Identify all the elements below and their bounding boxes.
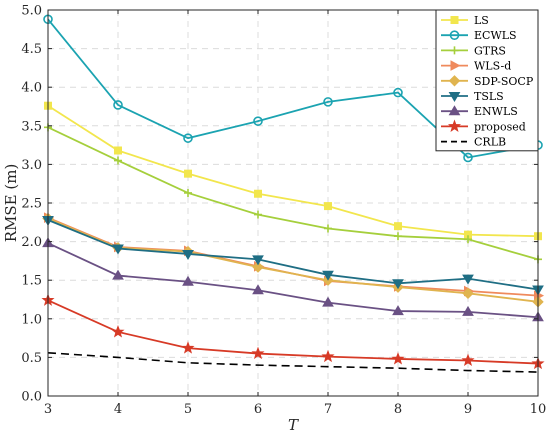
legend-label-tsls: TSLS bbox=[474, 90, 504, 103]
data-point-ls bbox=[394, 222, 402, 231]
data-point-gtrs bbox=[114, 156, 122, 165]
data-point-tsls bbox=[182, 249, 194, 260]
legend-marker-tsls bbox=[448, 92, 461, 102]
data-point-ls bbox=[114, 146, 122, 155]
data-point-tsls bbox=[252, 255, 264, 266]
legend-entry-crlb: CRLB bbox=[441, 136, 506, 149]
legend-marker-gtrs bbox=[450, 46, 459, 55]
data-point-ls bbox=[324, 202, 332, 211]
series-line-proposed bbox=[47, 299, 539, 365]
y-tick-label: 0.5 bbox=[21, 351, 42, 366]
data-point-ecwls bbox=[323, 97, 333, 107]
legend-marker-ecwls bbox=[449, 30, 460, 41]
legend-entry-tsls: TSLS bbox=[441, 90, 504, 103]
series-lines bbox=[41, 14, 545, 373]
legend-entry-sdp-socp: SDP-SOCP bbox=[441, 75, 534, 88]
y-tick-label: 1.5 bbox=[21, 274, 42, 289]
y-tick-label: 5.0 bbox=[21, 4, 42, 19]
x-tick-label: 10 bbox=[530, 402, 547, 417]
data-point-proposed bbox=[111, 325, 125, 338]
x-tick-label: 4 bbox=[114, 402, 122, 417]
data-point-proposed bbox=[251, 346, 265, 360]
legend-marker-enwls bbox=[448, 105, 461, 116]
x-tick-label: 5 bbox=[184, 402, 192, 417]
y-tick-label: 2.0 bbox=[21, 235, 42, 250]
series-line-crlb bbox=[47, 351, 539, 373]
data-point-proposed bbox=[181, 341, 195, 354]
data-point-ecwls bbox=[393, 87, 403, 98]
y-tick-label: 3.0 bbox=[21, 158, 42, 173]
series-line-gtrs bbox=[47, 126, 539, 261]
data-point-ls bbox=[254, 189, 262, 198]
data-point-gtrs bbox=[324, 224, 332, 233]
data-point-gtrs bbox=[254, 210, 262, 219]
y-tick-label: 4.5 bbox=[21, 42, 42, 57]
x-tick-label: 3 bbox=[44, 402, 52, 417]
legend-entry-ls: LS bbox=[441, 14, 489, 27]
series-enwls bbox=[42, 237, 544, 322]
data-point-enwls bbox=[392, 305, 404, 316]
data-point-enwls bbox=[182, 275, 194, 286]
series-tsls bbox=[42, 215, 544, 296]
data-point-ecwls bbox=[253, 116, 263, 126]
data-point-gtrs bbox=[394, 232, 402, 241]
legend-entry-enwls: ENWLS bbox=[441, 105, 518, 118]
series-line-tsls bbox=[47, 219, 539, 291]
legend-label-crlb: CRLB bbox=[474, 136, 506, 149]
series-crlb bbox=[47, 351, 539, 373]
y-tick-label: 1.0 bbox=[21, 312, 42, 327]
data-point-tsls bbox=[462, 274, 474, 285]
legend-label-proposed: proposed bbox=[474, 120, 526, 133]
legend-label-ls: LS bbox=[474, 14, 489, 27]
data-point-ecwls bbox=[113, 100, 123, 110]
legend-marker-sdp-socp bbox=[448, 75, 461, 87]
data-point-proposed bbox=[461, 353, 475, 367]
legend-label-ecwls: ECWLS bbox=[474, 29, 517, 42]
data-point-proposed bbox=[321, 349, 335, 363]
x-tick-label: 8 bbox=[394, 402, 402, 417]
data-point-enwls bbox=[462, 305, 474, 316]
data-point-proposed bbox=[391, 352, 405, 365]
data-point-gtrs bbox=[184, 188, 192, 197]
legend-label-enwls: ENWLS bbox=[474, 105, 518, 118]
x-tick-label: 7 bbox=[324, 402, 332, 417]
y-axis-label: RMSE (m) bbox=[2, 164, 20, 243]
data-point-tsls bbox=[322, 270, 334, 281]
legend-entry-ecwls: ECWLS bbox=[441, 29, 517, 42]
x-tick-label: 6 bbox=[254, 402, 262, 417]
legend-marker-proposed bbox=[447, 119, 462, 132]
data-point-tsls bbox=[112, 244, 124, 255]
data-point-enwls bbox=[112, 269, 124, 280]
data-point-tsls bbox=[392, 279, 404, 290]
legend-label-sdp-socp: SDP-SOCP bbox=[474, 75, 534, 88]
legend-label-wls-d: WLS-d bbox=[474, 60, 511, 73]
data-point-ecwls bbox=[463, 152, 473, 163]
legend-marker-ls bbox=[450, 16, 459, 24]
legend-label-gtrs: GTRS bbox=[474, 44, 506, 57]
series-line-ls bbox=[47, 104, 539, 238]
data-point-gtrs bbox=[464, 235, 472, 244]
y-tick-label: 3.5 bbox=[21, 119, 42, 134]
data-point-ecwls bbox=[183, 133, 193, 143]
data-point-sdp-socp bbox=[462, 287, 474, 300]
axis-ticks: 3 4 5 6 7 8 9 10 0.0 0.5 1.0 1.5 2.0 2.5 3.0 3.5 4.0 4.5 5… bbox=[21, 4, 546, 418]
series-line-sdp-socp bbox=[47, 217, 539, 303]
y-tick-label: 4.0 bbox=[21, 81, 42, 96]
data-point-ls bbox=[184, 169, 192, 178]
legend: LS ECWLS GTRS WLS-d SDP-SOCP TSLS ENWLS propose… bbox=[435, 9, 539, 152]
data-point-sdp-socp bbox=[252, 261, 264, 273]
legend-entry-wls-d: WLS-d bbox=[441, 60, 511, 73]
series-line-enwls bbox=[47, 242, 539, 319]
data-point-enwls bbox=[322, 296, 334, 307]
x-axis-label: T bbox=[288, 416, 299, 434]
y-tick-label: 2.5 bbox=[21, 197, 42, 212]
legend-entry-proposed: proposed bbox=[441, 119, 526, 133]
legend-entry-gtrs: GTRS bbox=[441, 44, 506, 57]
y-tick-label: 0.0 bbox=[21, 390, 42, 405]
x-tick-label: 9 bbox=[464, 402, 472, 417]
legend-marker-wls-d bbox=[450, 60, 461, 71]
data-point-enwls bbox=[252, 284, 264, 295]
